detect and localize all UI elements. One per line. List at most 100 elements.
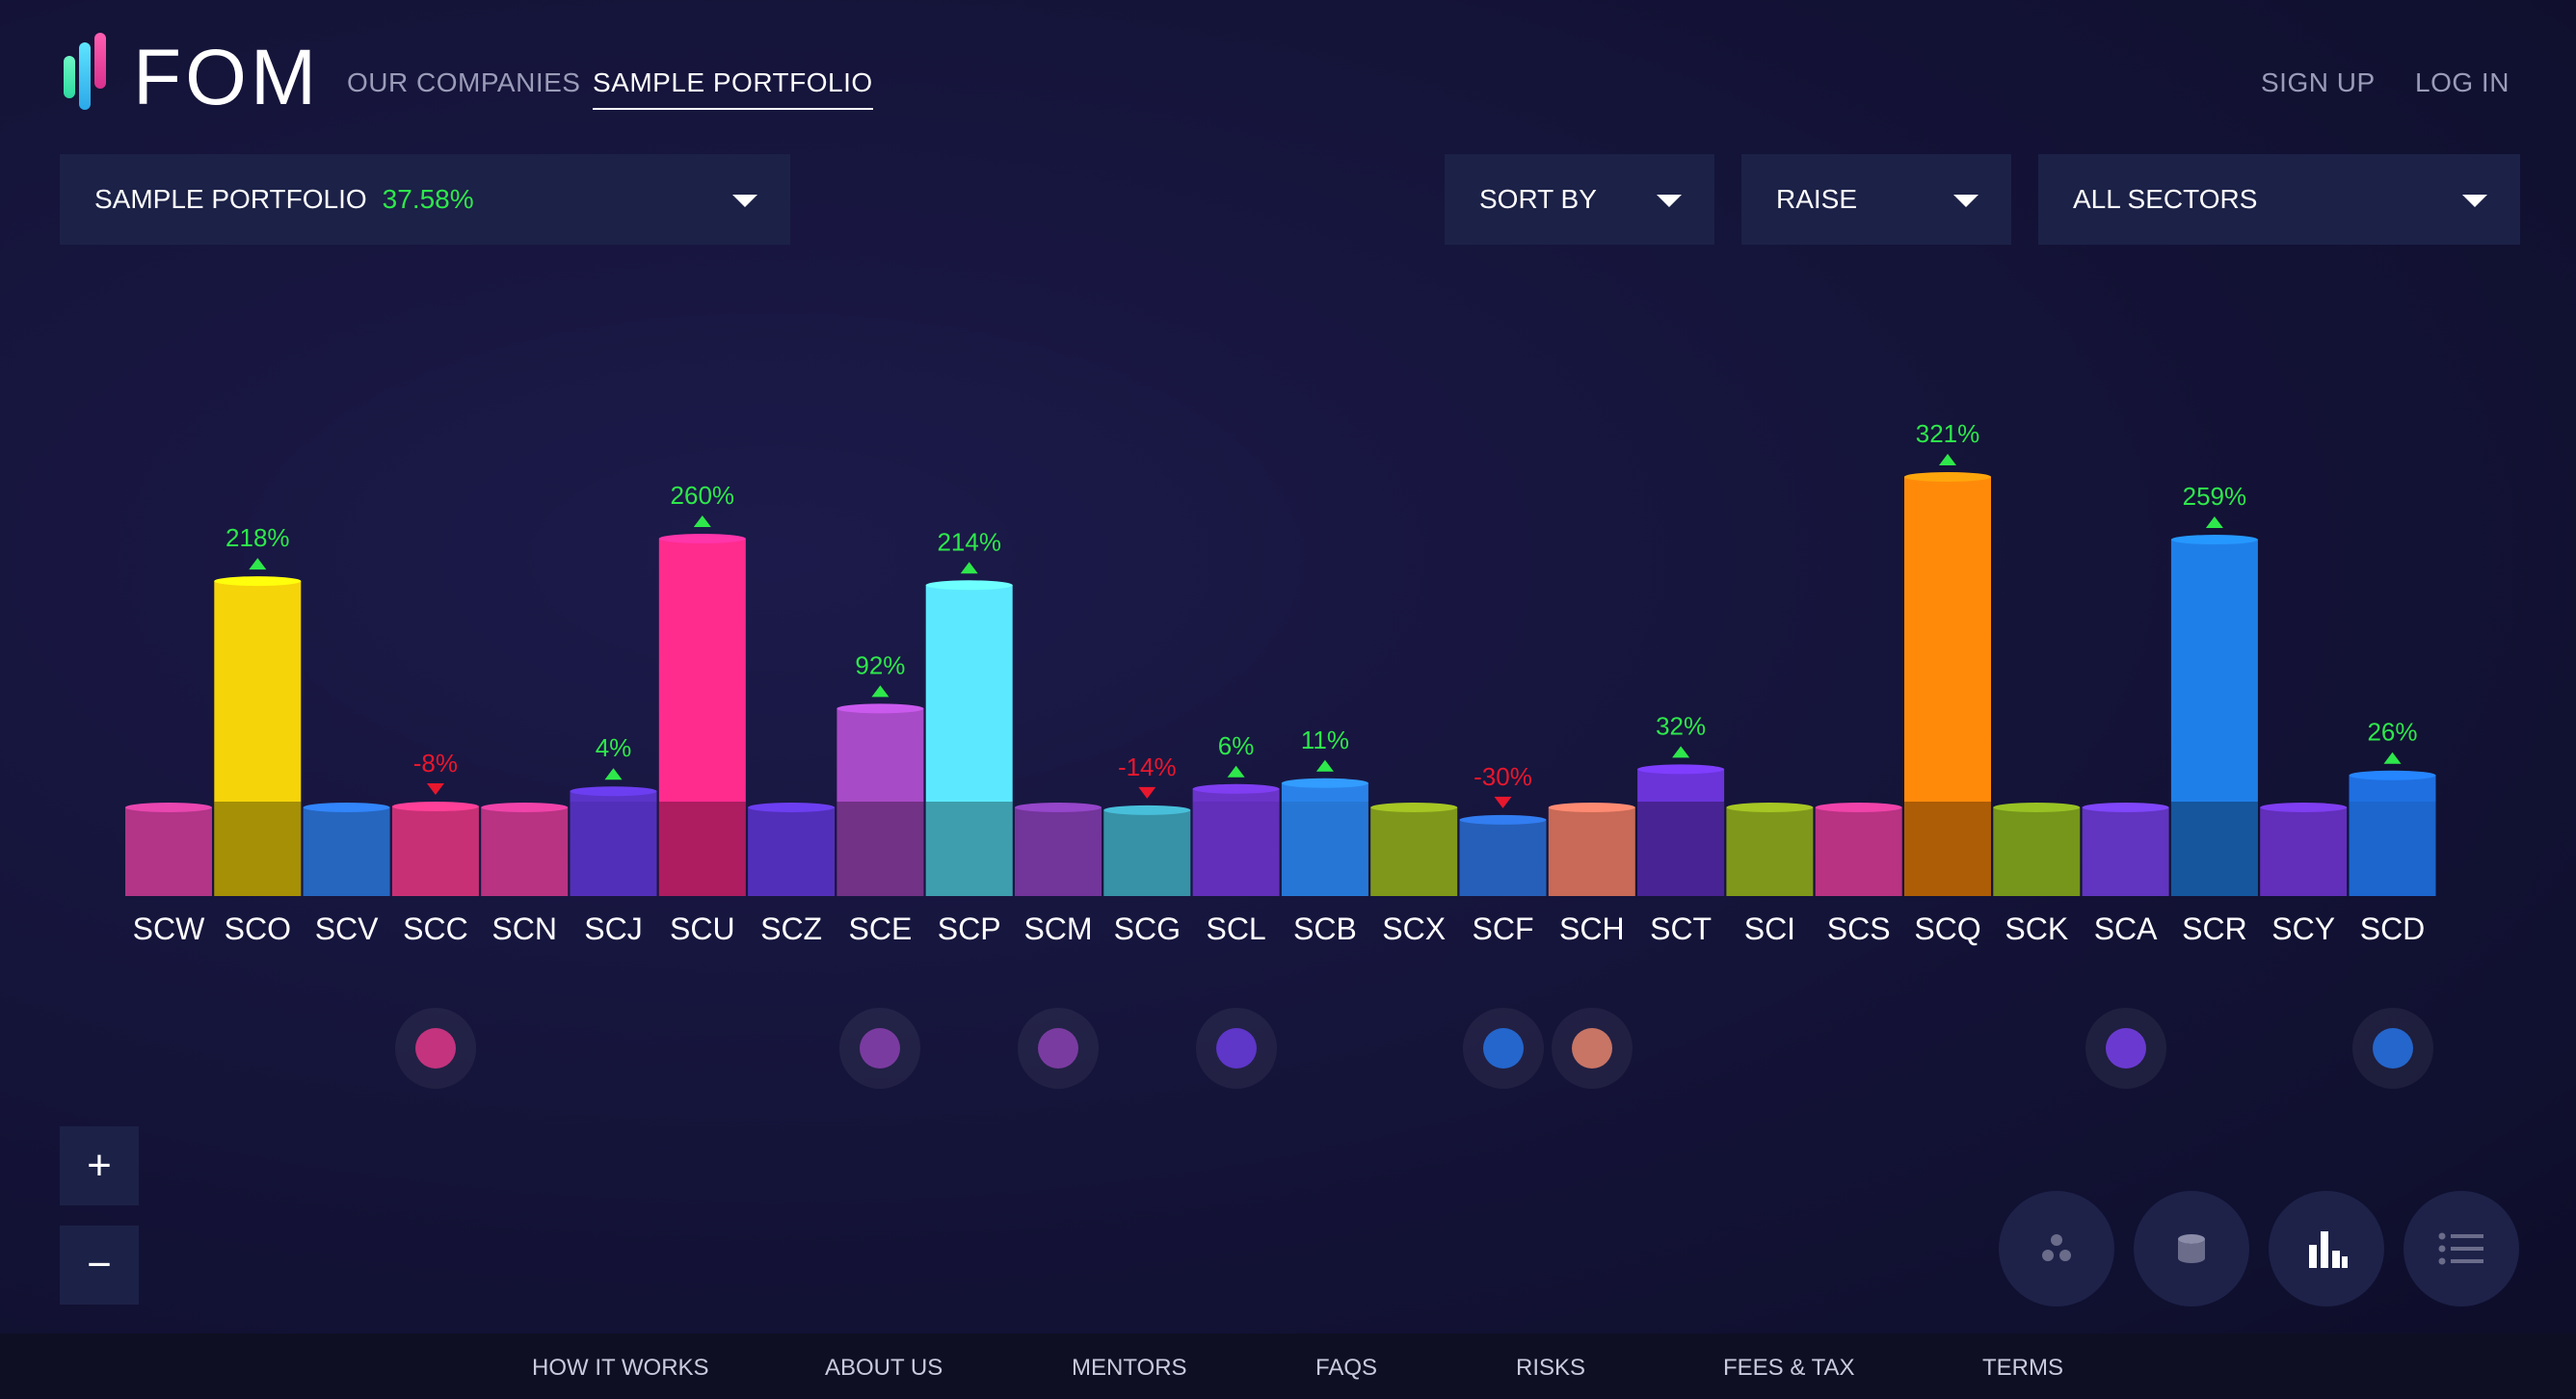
bar-scj[interactable] <box>570 786 657 896</box>
growth-label-scp: 214% <box>937 527 1001 556</box>
tick-label-scz: SCZ <box>760 911 823 946</box>
arrow-up-icon <box>249 558 267 570</box>
bar-scy[interactable] <box>2260 803 2348 896</box>
tick-label-scf: SCF <box>1472 911 1534 946</box>
growth-label-scr: 259% <box>2183 482 2247 511</box>
marker-scl[interactable] <box>1195 1008 1277 1089</box>
marker-scf[interactable] <box>1462 1008 1544 1089</box>
bar-sco[interactable] <box>214 576 302 896</box>
bar-scb[interactable] <box>1281 778 1368 896</box>
bar-scp[interactable] <box>925 580 1013 896</box>
tick-label-sct: SCT <box>1650 911 1713 946</box>
bar-scc[interactable] <box>391 802 479 896</box>
bar-scg[interactable] <box>1103 805 1191 896</box>
tick-label-sci: SCI <box>1743 911 1796 946</box>
cylinder-view-button[interactable] <box>2134 1191 2249 1307</box>
arrow-down-icon <box>1494 796 1512 808</box>
footer-terms[interactable]: TERMS <box>1982 1355 2063 1381</box>
footer-fees-tax[interactable]: FEES & TAX <box>1723 1355 1855 1381</box>
nav-our-companies[interactable]: OUR COMPANIES <box>347 67 581 97</box>
marker-scc[interactable] <box>394 1008 476 1089</box>
logo-text: FOM <box>133 34 321 121</box>
growth-label-scj: 4% <box>596 733 632 762</box>
tick-label-scs: SCS <box>1826 911 1891 946</box>
arrow-up-icon <box>1315 759 1334 772</box>
marker-scd[interactable] <box>2351 1008 2433 1089</box>
bar-scm[interactable] <box>1015 803 1102 896</box>
tick-label-scd: SCD <box>2359 911 2426 946</box>
tick-label-scv: SCV <box>314 911 379 946</box>
growth-label-sce: 92% <box>855 650 905 679</box>
bubbles-view-button[interactable] <box>1999 1191 2114 1307</box>
bubbles-icon <box>2042 1234 2071 1261</box>
footer-about-us[interactable]: ABOUT US <box>825 1355 943 1381</box>
arrow-down-icon <box>426 783 444 796</box>
growth-label-scb: 11% <box>1301 726 1349 754</box>
sign-up-link[interactable]: SIGN UP <box>2261 67 2376 97</box>
raise-dropdown[interactable]: RAISE <box>1741 154 2011 245</box>
tick-label-sch: SCH <box>1559 911 1625 946</box>
marker-sce[interactable] <box>839 1008 921 1089</box>
bar-sce[interactable] <box>837 703 924 896</box>
portfolio-dropdown[interactable]: SAMPLE PORTFOLIO 37.58% <box>60 154 790 245</box>
bar-scs[interactable] <box>1815 803 1902 896</box>
bar-scf[interactable] <box>1459 814 1547 896</box>
raise-label: RAISE <box>1776 184 1858 214</box>
footer-how-it-works[interactable]: HOW IT WORKS <box>532 1355 709 1381</box>
tick-label-scg: SCG <box>1113 911 1181 946</box>
footer-mentors[interactable]: MENTORS <box>1072 1355 1187 1381</box>
bar-sch[interactable] <box>1548 803 1635 896</box>
footer-risks[interactable]: RISKS <box>1516 1355 1586 1381</box>
tick-label-scu: SCU <box>670 911 735 946</box>
tick-label-sck: SCK <box>2005 911 2069 946</box>
zoom-in-button[interactable]: + <box>60 1126 139 1205</box>
bar-scu[interactable] <box>658 534 746 896</box>
list-view-button[interactable] <box>2403 1191 2519 1307</box>
bar-sci[interactable] <box>1726 803 1814 896</box>
bar-scl[interactable] <box>1192 783 1280 896</box>
arrow-up-icon <box>960 562 978 574</box>
bar-scv[interactable] <box>303 803 390 896</box>
bar-sct[interactable] <box>1637 764 1725 896</box>
tick-label-scn: SCN <box>491 911 557 946</box>
cylinder-icon <box>2178 1234 2205 1263</box>
sort-by-label: SORT BY <box>1479 184 1597 214</box>
marker-scm[interactable] <box>1018 1008 1099 1089</box>
bar-scw[interactable] <box>125 803 212 896</box>
bar-scz[interactable] <box>748 803 836 896</box>
tick-label-scq: SCQ <box>1914 911 1981 946</box>
bar-scx[interactable] <box>1370 803 1458 896</box>
bar-view-button[interactable] <box>2269 1191 2384 1307</box>
growth-label-scu: 260% <box>671 481 735 510</box>
tick-label-scl: SCL <box>1206 911 1266 946</box>
growth-label-scd: 26% <box>2367 718 2417 747</box>
footer-faqs[interactable]: FAQS <box>1315 1355 1378 1381</box>
portfolio-return: 37.58% <box>382 184 474 214</box>
growth-label-scq: 321% <box>1916 419 1980 448</box>
fom-logo[interactable]: FOM <box>60 21 316 127</box>
bar-scn[interactable] <box>481 803 569 896</box>
tick-label-sco: SCO <box>224 911 291 946</box>
sort-by-dropdown[interactable]: SORT BY <box>1445 154 1714 245</box>
tick-label-scr: SCR <box>2182 911 2247 946</box>
marker-sca[interactable] <box>2085 1008 2166 1089</box>
growth-label-scf: -30% <box>1474 762 1532 791</box>
tick-label-scj: SCJ <box>584 911 643 946</box>
tick-label-scy: SCY <box>2271 911 2336 946</box>
marker-sch[interactable] <box>1551 1008 1633 1089</box>
log-in-link[interactable]: LOG IN <box>2415 67 2510 97</box>
bar-scr[interactable] <box>2170 535 2258 896</box>
bar-sck[interactable] <box>1993 803 2081 896</box>
bar-sca[interactable] <box>2082 803 2169 896</box>
arrow-up-icon <box>2383 752 2402 764</box>
tick-label-scc: SCC <box>403 911 468 946</box>
footer: HOW IT WORKS ABOUT US MENTORS FAQS RISKS… <box>0 1333 2576 1399</box>
sectors-dropdown[interactable]: ALL SECTORS <box>2038 154 2520 245</box>
tick-label-sca: SCA <box>2093 911 2158 946</box>
bar-scd[interactable] <box>2349 770 2436 896</box>
tick-label-scp: SCP <box>937 911 1001 946</box>
bar-scq[interactable] <box>1904 471 1991 896</box>
tick-label-scb: SCB <box>1292 911 1357 946</box>
zoom-out-button[interactable]: − <box>60 1226 139 1305</box>
nav-sample-portfolio[interactable]: SAMPLE PORTFOLIO <box>593 67 873 110</box>
